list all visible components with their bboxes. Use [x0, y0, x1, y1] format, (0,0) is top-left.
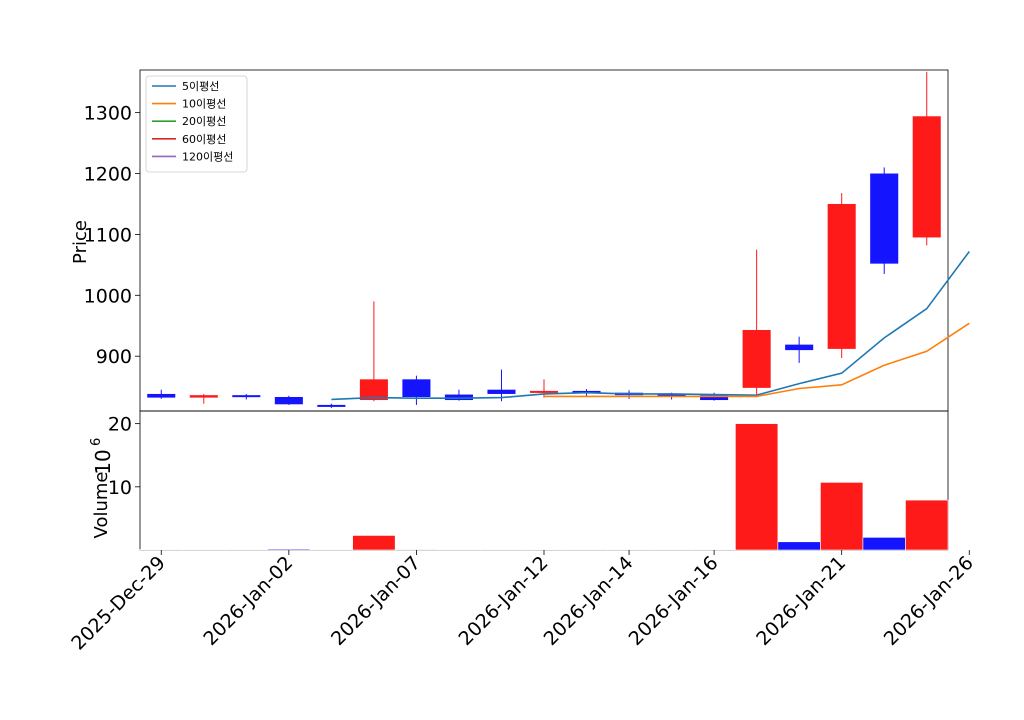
x-tick-label: 2026-Jan-16	[625, 552, 723, 650]
volume-panel: 10 20	[108, 410, 949, 551]
volume-bar	[182, 549, 226, 551]
volume-scale-exponent: 6	[89, 438, 104, 446]
candle-body	[700, 395, 729, 401]
volume-bar	[394, 549, 438, 551]
candle-body	[189, 395, 218, 398]
legend: 5이평선 10이평선 20이평선 60이평선 120이평선	[145, 75, 248, 173]
candle-body	[232, 395, 261, 398]
price-tick-label: 900	[96, 346, 132, 368]
volume-bar	[564, 549, 609, 551]
price-tick-label: 1300	[84, 103, 132, 125]
candle-body	[912, 116, 941, 238]
x-tick-label: 2026-Jan-02	[199, 552, 297, 650]
price-plot-frame	[139, 69, 949, 412]
x-tick-label: 2026-Jan-26	[880, 552, 978, 650]
volume-bar	[522, 549, 566, 551]
volume-bar	[352, 535, 396, 551]
volume-axis-label: Volume	[91, 472, 112, 539]
legend-label: 120이평선	[182, 150, 233, 163]
legend-label: 60이평선	[182, 133, 226, 146]
volume-tick-label: 20	[108, 414, 132, 436]
candle-body	[402, 379, 431, 397]
x-tick-label: 2026-Jan-14	[540, 552, 638, 650]
candle-body	[529, 390, 559, 393]
candle-body	[785, 344, 814, 351]
x-tick-label: 2025-Dec-29	[67, 552, 170, 655]
x-tick-label: 2026-Jan-12	[455, 552, 553, 650]
candle-body	[147, 393, 176, 398]
price-panel: 900 1000 1100 1200 1300	[84, 69, 970, 412]
price-axis-label: Price	[70, 220, 91, 264]
price-tick-label: 1100	[84, 224, 132, 246]
volume-bar	[862, 537, 906, 551]
volume-tick-label: 10	[108, 477, 132, 499]
volume-bar	[905, 499, 949, 551]
legend-label: 10이평선	[182, 98, 226, 111]
x-tick-label: 2026-Jan-21	[752, 552, 850, 650]
legend-label: 5이평선	[182, 80, 219, 93]
volume-scale-base: 10	[91, 449, 115, 474]
candle-body	[274, 396, 303, 405]
candle-body	[359, 379, 388, 401]
volume-bar	[820, 482, 864, 551]
legend-box	[145, 75, 248, 173]
candle-body	[657, 394, 686, 397]
volume-bar	[735, 423, 779, 551]
volume-bar	[224, 549, 268, 551]
volume-bar	[139, 549, 183, 551]
x-tick-label: 2026-Jan-07	[327, 552, 425, 650]
volume-bar	[267, 548, 311, 551]
price-tick-label: 1000	[84, 285, 132, 307]
candle-body	[827, 203, 856, 349]
volume-bar	[777, 541, 821, 551]
price-tick-label: 1200	[84, 164, 132, 186]
moving-average-line	[544, 322, 970, 398]
volume-bar	[650, 549, 694, 551]
legend-label: 20이평선	[182, 115, 226, 128]
candle-body	[870, 173, 899, 264]
volume-bar	[309, 549, 353, 551]
volume-bar	[479, 549, 524, 551]
volume-bar	[437, 549, 481, 551]
x-axis: 2025-Dec-29 2026-Jan-02 2026-Jan-07 2026-Ja…	[67, 550, 978, 655]
candle-body	[487, 389, 516, 394]
candle-body	[742, 330, 771, 388]
volume-bar	[692, 549, 736, 551]
candle-body	[317, 404, 346, 407]
volume-scale-label: 10 6	[89, 438, 115, 475]
moving-average-line	[331, 251, 970, 401]
volume-bar	[607, 549, 651, 551]
candle-body	[444, 394, 473, 401]
